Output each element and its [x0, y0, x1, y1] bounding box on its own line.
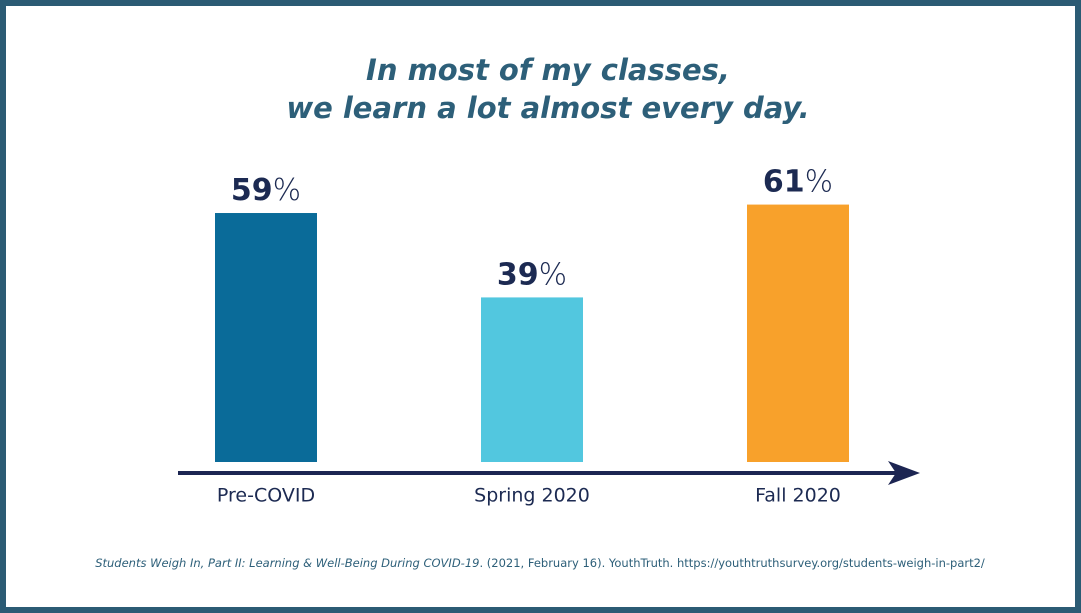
- bar: [747, 204, 849, 462]
- bar: [215, 213, 317, 462]
- source-rest: . (2021, February 16). YouthTruth. https…: [479, 556, 984, 570]
- value-label: 39%: [497, 257, 567, 292]
- bar: [481, 297, 583, 462]
- axis-arrow: [888, 461, 920, 485]
- value-label: 59%: [231, 173, 301, 208]
- x-tick-label: Pre-COVID: [217, 485, 315, 507]
- value-label: 61%: [763, 164, 833, 199]
- chart-title: we learn a lot almost every day.: [286, 91, 809, 125]
- chart-title: In most of my classes,: [366, 53, 730, 87]
- source-title: Students Weigh In, Part II: Learning & W…: [95, 556, 479, 570]
- x-tick-label: Spring 2020: [474, 485, 590, 507]
- source: Students Weigh In, Part II: Learning & W…: [95, 556, 985, 570]
- x-tick-label: Fall 2020: [755, 485, 841, 507]
